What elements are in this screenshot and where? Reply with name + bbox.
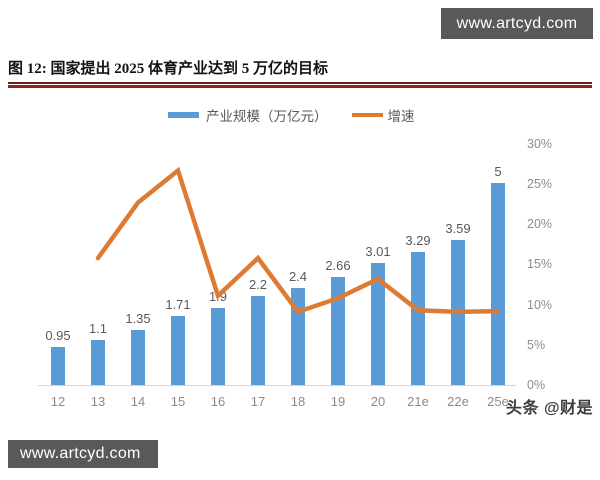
- chart-legend: 产业规模（万亿元） 增速: [168, 106, 415, 124]
- bar: [131, 330, 145, 385]
- bar-value-label: 3.59: [445, 220, 471, 236]
- y-axis-tick-label: 30%: [527, 136, 553, 151]
- bar-value-label: 1.35: [125, 311, 151, 327]
- x-tick-label: 19: [330, 394, 346, 409]
- title-rule-thin: [8, 82, 592, 84]
- bar: [211, 308, 225, 385]
- bar: [451, 239, 465, 385]
- y-axis-tick-label: 25%: [527, 177, 553, 192]
- x-tick-label: 15: [170, 394, 186, 409]
- x-tick-label: 20: [370, 394, 386, 409]
- bar: [491, 182, 505, 385]
- bar: [411, 251, 425, 385]
- bar: [291, 287, 305, 385]
- watermark-top: www.artcyd.com: [441, 8, 593, 39]
- y-axis-tick-label: 15%: [527, 257, 553, 272]
- x-tick-label: 12: [50, 394, 66, 409]
- title-rule-thick: [8, 85, 592, 88]
- y-axis-tick-label: 0%: [527, 378, 546, 392]
- bar: [331, 277, 345, 385]
- figure-title: 图 12: 国家提出 2025 体育产业达到 5 万亿的目标: [8, 61, 328, 77]
- bar: [51, 346, 65, 385]
- x-tick-label: 21e: [407, 394, 429, 409]
- legend-bar-label: 产业规模（万亿元）: [206, 109, 328, 124]
- x-axis-line: [38, 385, 516, 386]
- legend-line-swatch-icon: [351, 113, 383, 117]
- x-tick-label: 14: [130, 394, 146, 409]
- y-axis-tick-label: 5%: [527, 337, 546, 352]
- x-tick-label: 18: [290, 394, 306, 409]
- bar: [251, 295, 265, 385]
- bar: [371, 263, 385, 385]
- x-tick-label: 17: [250, 394, 266, 409]
- y-axis-tick-label: 10%: [527, 297, 553, 312]
- bar-value-label: 2.66: [325, 258, 351, 274]
- legend-bar-swatch-icon: [168, 112, 199, 118]
- bar-value-label: 1.1: [88, 321, 108, 337]
- x-tick-label: 25e: [487, 394, 509, 409]
- x-tick-label: 16: [210, 394, 226, 409]
- x-tick-label: 13: [90, 394, 106, 409]
- bar-value-label: 0.95: [45, 327, 71, 343]
- bar: [91, 340, 105, 385]
- bar: [171, 315, 185, 385]
- bar-value-label: 5: [494, 163, 502, 179]
- legend-line-label: 增速: [387, 109, 415, 124]
- watermark-bottom: www.artcyd.com: [8, 440, 158, 468]
- y-axis-tick-label: 20%: [527, 217, 553, 232]
- x-tick-label: 22e: [447, 394, 469, 409]
- byline-watermark: 头条 @财是: [506, 400, 594, 417]
